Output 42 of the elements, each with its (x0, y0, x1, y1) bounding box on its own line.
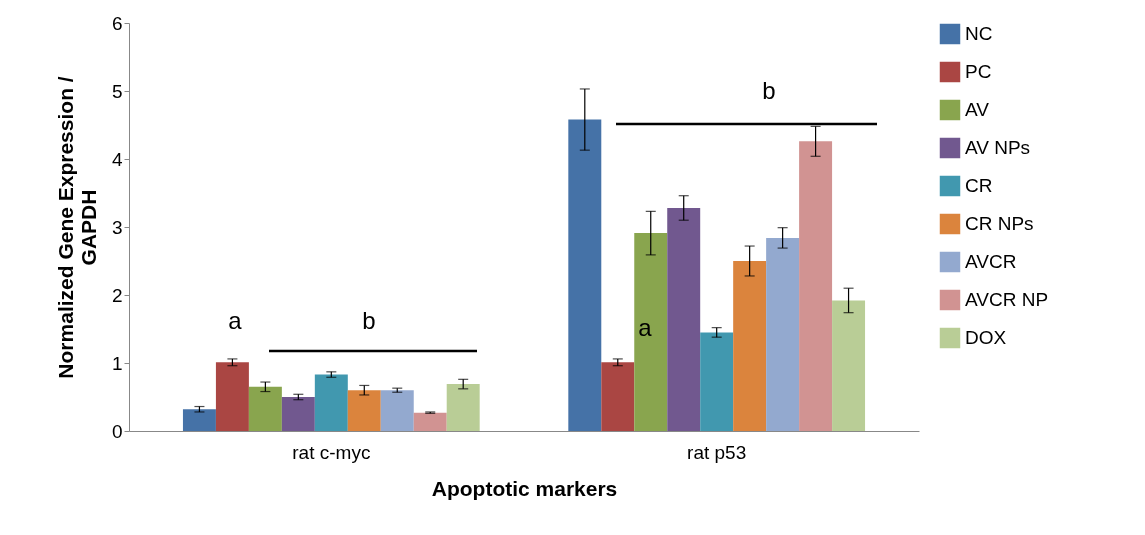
y-tick-label: 5 (111, 80, 123, 102)
bar (314, 374, 348, 431)
x-tick-label: rat c-myc (292, 441, 371, 463)
bar (380, 390, 414, 431)
legend-label: AV (965, 99, 990, 120)
annotation: b (362, 307, 376, 334)
bar (634, 233, 668, 431)
annotation: a (228, 307, 243, 334)
bar (700, 332, 734, 431)
y-tick-label: 1 (111, 352, 123, 374)
annotation: a (638, 314, 653, 341)
bar (182, 409, 216, 431)
legend-label: PC (965, 61, 992, 82)
bar (601, 362, 635, 431)
bar (215, 362, 249, 431)
y-tick-label: 3 (111, 216, 123, 238)
annotation: b (762, 77, 776, 104)
y-tick-label: 2 (111, 284, 123, 306)
x-tick-label: rat p53 (687, 441, 747, 463)
x-axis-title: Apoptotic markers (431, 476, 618, 500)
bar (832, 300, 866, 431)
legend-label: AVCR NP (965, 289, 1049, 310)
bar (667, 207, 701, 431)
y-axis-title: Normalized Gene Expression / GAPDH (53, 76, 100, 379)
legend-label: NC (965, 23, 993, 44)
legend-label: CR NPs (965, 213, 1034, 234)
legend-label: DOX (965, 327, 1007, 348)
legend-label: CR (965, 175, 993, 196)
bar (733, 261, 767, 431)
legend-label: AV NPs (965, 137, 1031, 158)
y-tick-label: 6 (111, 12, 123, 34)
y-tick-label: 4 (111, 148, 123, 170)
bar (766, 237, 800, 431)
bar (446, 384, 480, 431)
legend-label: AVCR (965, 251, 1017, 272)
y-tick-label: 0 (111, 420, 123, 442)
bar (281, 397, 315, 431)
bar (248, 386, 282, 431)
bar (799, 141, 833, 431)
bar (568, 119, 602, 431)
bar (347, 390, 381, 431)
bar (413, 412, 447, 431)
